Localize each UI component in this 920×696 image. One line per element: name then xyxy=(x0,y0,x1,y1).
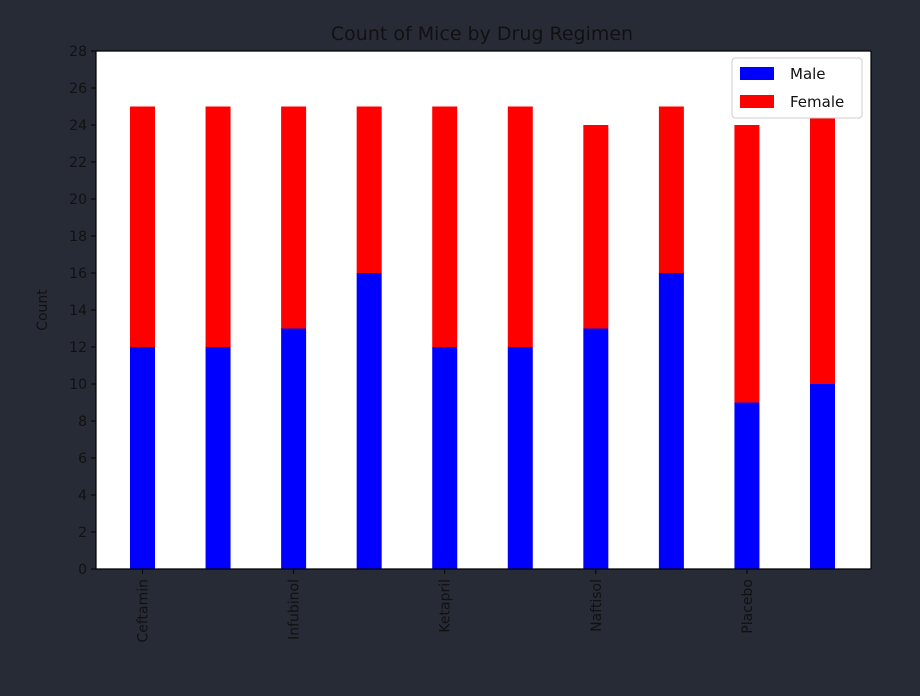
bar-male-1 xyxy=(205,347,231,569)
bar-female-5 xyxy=(507,106,533,347)
y-axis-label: Count xyxy=(35,289,51,331)
y-tick-label: 10 xyxy=(69,377,87,393)
y-tick-label: 2 xyxy=(78,525,87,541)
bar-female-1 xyxy=(205,106,231,347)
x-tick-label: Infubinol xyxy=(287,579,303,640)
bar-female-6 xyxy=(583,125,609,329)
legend-swatch-male xyxy=(740,67,774,80)
y-tick-label: 14 xyxy=(69,303,87,319)
bar-female-9 xyxy=(810,106,835,384)
x-tick-label: Ceftamin xyxy=(136,579,152,643)
bar-male-8 xyxy=(734,402,760,569)
y-tick-label: 24 xyxy=(69,118,87,134)
bar-female-0 xyxy=(130,106,155,347)
x-tick-label: Naftisol xyxy=(589,579,605,632)
legend-label-male: Male xyxy=(790,65,826,83)
legend-label-female: Female xyxy=(790,93,844,111)
y-tick-label: 26 xyxy=(69,81,87,97)
chart-title: Count of Mice by Drug Regimen xyxy=(331,23,633,45)
bar-male-5 xyxy=(507,347,533,569)
x-axis: Ceftamin Infubinol Ketapril Naftisol Placebo xyxy=(96,50,872,643)
y-tick-label: 20 xyxy=(69,192,87,208)
bar-male-3 xyxy=(356,273,382,569)
y-tick-label: 8 xyxy=(78,414,87,430)
y-tick-label: 6 xyxy=(78,451,87,467)
bars-group xyxy=(130,106,835,569)
bar-male-0 xyxy=(130,347,155,569)
y-tick-label: 18 xyxy=(69,229,87,245)
bar-female-8 xyxy=(734,125,760,403)
bar-male-4 xyxy=(432,347,458,569)
legend: Male Female xyxy=(731,57,863,119)
y-tick-label: 28 xyxy=(69,44,87,60)
bar-female-7 xyxy=(658,106,684,273)
legend-swatch-female xyxy=(740,95,774,108)
bar-female-4 xyxy=(432,106,458,347)
bar-male-7 xyxy=(658,273,684,569)
y-tick-label: 12 xyxy=(69,340,87,356)
y-tick-label: 4 xyxy=(78,488,87,504)
bar-male-6 xyxy=(583,328,609,569)
x-tick-label: Ketapril xyxy=(438,579,454,633)
bar-female-3 xyxy=(356,106,382,273)
y-tick-label: 22 xyxy=(69,155,87,171)
bar-female-2 xyxy=(281,106,307,329)
bar-male-9 xyxy=(810,384,835,569)
x-tick-label: Placebo xyxy=(740,579,756,634)
y-tick-label: 0 xyxy=(78,562,87,578)
bar-male-2 xyxy=(281,328,307,569)
y-tick-label: 16 xyxy=(69,266,87,282)
